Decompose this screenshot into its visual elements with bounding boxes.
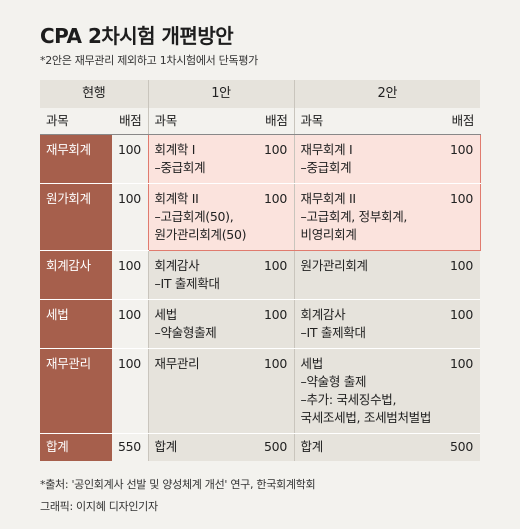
plan2-subject: 회계감사 –IT 출제확대 <box>293 299 445 349</box>
cell-line: –약술형출제 <box>154 324 217 340</box>
plan1-points: 100 <box>258 250 295 300</box>
plan1-subject: 회계감사 –IT 출제확대 <box>147 250 259 300</box>
colhead-subject: 과목 <box>40 108 112 135</box>
total-plan1: 500 <box>258 433 295 461</box>
cell-line: –추가: 국세징수법, <box>300 391 397 407</box>
colhead-subject: 과목 <box>293 108 445 135</box>
cell-line: 재무회계 II <box>300 190 357 206</box>
cell-line: –약술형 출제 <box>300 373 367 389</box>
cell-line: –IT 출제확대 <box>300 324 366 340</box>
current-points: 100 <box>112 134 149 184</box>
cell-line: –고급회계, 정부회계, <box>300 208 408 224</box>
cell-line: –고급회계(50), <box>154 208 234 224</box>
plan1-subject: 세법 –약술형출제 <box>147 299 259 349</box>
cell-line: 세법 <box>300 355 324 371</box>
colhead-points: 배점 <box>112 108 149 135</box>
current-points: 100 <box>112 299 149 349</box>
table-row: 재무회계 100 회계학 I –중급회계 100 재무회계 I –중급회계 100 <box>40 133 481 184</box>
current-points: 100 <box>112 250 149 300</box>
current-points: 100 <box>112 183 149 251</box>
plan1-subject: 회계학 II –고급회계(50), 원가관리회계(50) <box>147 183 259 251</box>
cell-line: –IT 출제확대 <box>154 275 220 291</box>
plan1-points: 100 <box>258 299 295 349</box>
cell-line: 회계학 I <box>154 141 196 157</box>
plan1-points: 100 <box>258 183 295 251</box>
cell-line: 회계감사 <box>300 306 346 322</box>
footer: *출처: '공인회계사 선발 및 양성체계 개선' 연구, 한국회계학회 그래픽… <box>40 474 316 518</box>
cell-line: 비영리회계 <box>300 226 357 242</box>
plan2-points: 100 <box>444 250 481 300</box>
cell-line: –중급회계 <box>300 159 352 175</box>
cell-line: 회계학 II <box>154 190 199 206</box>
total-plan2: 500 <box>444 433 481 461</box>
total-label: 합계 <box>293 433 445 461</box>
total-label: 합계 <box>147 433 259 461</box>
comparison-table: 현행 1안 2안 과목 배점 과목 배점 과목 배점 재무회계 100 회계학 I –… <box>40 80 481 462</box>
current-points: 100 <box>112 348 149 434</box>
table-row: 재무관리 100 재무관리 100 세법 –약술형 출제 –추가: 국세징수법, 국세조세법,… <box>40 348 481 434</box>
header-plan2: 2안 <box>293 80 481 108</box>
source-note: *출처: '공인회계사 선발 및 양성체계 개선' 연구, 한국회계학회 <box>40 478 316 491</box>
total-label: 합계 <box>40 433 112 462</box>
table-body: 재무회계 100 회계학 I –중급회계 100 재무회계 I –중급회계 100 원가회계 10… <box>40 133 481 434</box>
table-row: 회계감사 100 회계감사 –IT 출제확대 100 원가관리회계 100 <box>40 250 481 300</box>
current-subject: 재무관리 <box>40 348 112 434</box>
page-title: CPA 2차시험 개편방안 <box>40 24 234 48</box>
cell-line: –중급회계 <box>154 159 206 175</box>
plan2-subject: 원가관리회계 <box>293 250 445 300</box>
current-subject: 회계감사 <box>40 250 112 300</box>
total-current: 550 <box>118 439 141 455</box>
header-current: 현행 <box>40 80 149 108</box>
cell-line: 재무회계 I <box>300 141 353 157</box>
plan2-points: 100 <box>444 183 481 251</box>
cell-line: 원가관리회계(50) <box>154 226 247 242</box>
colhead-subject: 과목 <box>147 108 259 135</box>
plan1-points: 100 <box>258 133 295 184</box>
page-subtitle: *2안은 재무관리 제외하고 1차시험에서 단독평가 <box>40 54 258 67</box>
cell-line: 재무관리 <box>154 355 200 371</box>
header-plan1: 1안 <box>147 80 295 108</box>
colhead-points: 배점 <box>258 108 295 135</box>
plan2-subject: 세법 –약술형 출제 –추가: 국세징수법, 국세조세법, 조세범처벌법 <box>293 348 445 434</box>
cell-line: 원가관리회계 <box>300 257 369 273</box>
plan2-points: 100 <box>444 348 481 434</box>
current-subject: 세법 <box>40 299 112 349</box>
graphic-credit: 그래픽: 이지혜 디자인기자 <box>40 500 158 513</box>
plan2-subject: 재무회계 I –중급회계 <box>293 133 445 184</box>
current-subject: 재무회계 <box>40 134 112 184</box>
plan2-points: 100 <box>444 133 481 184</box>
cell-line: 회계감사 <box>154 257 200 273</box>
cell-line: 세법 <box>154 306 178 322</box>
current-subject: 원가회계 <box>40 183 112 251</box>
plan1-points: 100 <box>258 348 295 434</box>
plan2-points: 100 <box>444 299 481 349</box>
colhead-points: 배점 <box>444 108 481 135</box>
plan1-subject: 재무관리 <box>147 348 259 434</box>
table-row: 세법 100 세법 –약술형출제 100 회계감사 –IT 출제확대 100 <box>40 299 481 349</box>
plan2-subject: 재무회계 II –고급회계, 정부회계, 비영리회계 <box>293 183 445 251</box>
cell-line: 국세조세법, 조세범처벌법 <box>300 409 432 425</box>
plan1-subject: 회계학 I –중급회계 <box>147 133 259 184</box>
table-row: 원가회계 100 회계학 II –고급회계(50), 원가관리회계(50) 100 재무회계… <box>40 183 481 251</box>
